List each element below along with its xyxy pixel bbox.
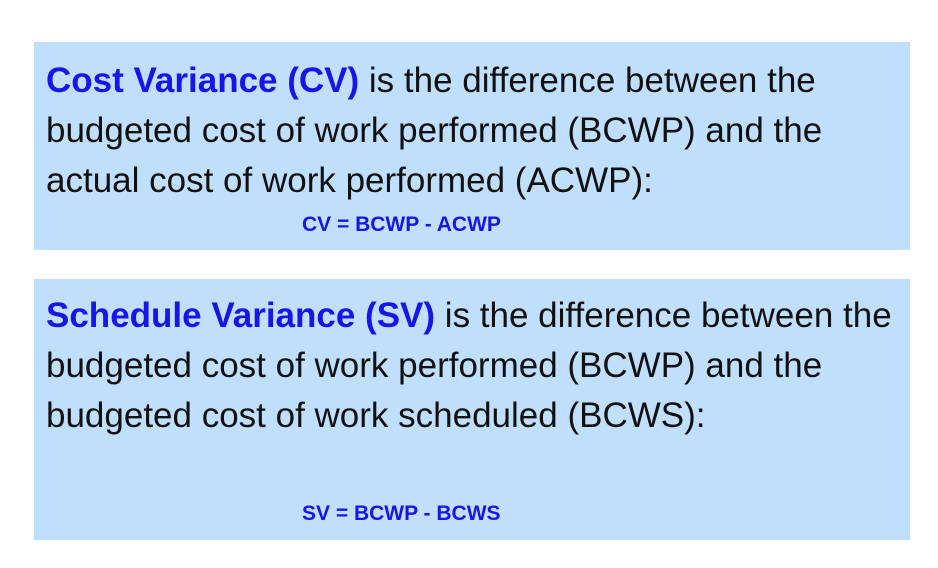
cost-variance-term: Cost Variance (CV) xyxy=(46,61,360,100)
schedule-variance-term: Schedule Variance (SV) xyxy=(46,296,436,335)
cost-variance-description: is the difference between the budgeted c… xyxy=(46,61,823,200)
schedule-variance-formula: SV = BCWP - BCWS xyxy=(302,502,501,525)
cost-variance-definition: Cost Variance (CV) is the difference bet… xyxy=(46,56,896,206)
cost-variance-box: Cost Variance (CV) is the difference bet… xyxy=(34,42,910,250)
schedule-variance-definition: Schedule Variance (SV) is the difference… xyxy=(46,291,896,441)
schedule-variance-description: is the difference between the budgeted c… xyxy=(46,296,892,435)
cost-variance-formula: CV = BCWP - ACWP xyxy=(302,213,501,236)
schedule-variance-box: Schedule Variance (SV) is the difference… xyxy=(34,279,910,540)
